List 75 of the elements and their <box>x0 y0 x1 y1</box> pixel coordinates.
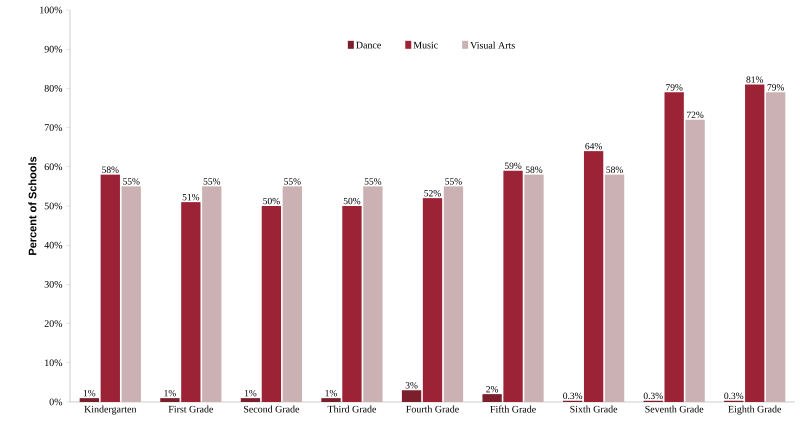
data-label: 50% <box>344 198 360 204</box>
data-label: 2% <box>486 386 498 392</box>
bar <box>240 398 260 402</box>
bar <box>160 398 180 402</box>
x-tick-label: Seventh Grade <box>645 405 704 413</box>
bar <box>282 186 302 402</box>
data-label: 72% <box>687 112 704 118</box>
bar <box>524 174 544 402</box>
x-tick-label: First Grade <box>168 405 214 413</box>
x-tick-label: Second Grade <box>244 405 300 413</box>
legend-label: Dance <box>356 42 381 48</box>
data-label: 1% <box>164 390 176 396</box>
data-label: 64% <box>585 142 602 150</box>
data-label: 55% <box>364 178 382 185</box>
x-tick-label: Sixth Grade <box>570 405 618 413</box>
legend-label: Music <box>414 42 438 48</box>
data-label: 58% <box>102 166 119 173</box>
data-label: 81% <box>746 76 764 83</box>
data-label: 59% <box>504 162 522 170</box>
y-tick-label: 80% <box>44 85 62 92</box>
bar <box>402 390 422 402</box>
bar <box>685 120 705 402</box>
bar <box>262 206 282 402</box>
bar <box>482 394 502 402</box>
bar <box>100 174 120 402</box>
data-label: 55% <box>123 178 140 185</box>
data-label: 50% <box>263 198 280 204</box>
data-label: 55% <box>204 178 220 185</box>
x-tick-label: Eighth Grade <box>728 405 782 415</box>
data-label: 0.3% <box>724 392 744 400</box>
bar <box>444 186 464 402</box>
data-label: 58% <box>526 166 542 173</box>
y-tick-label: 40% <box>44 242 62 249</box>
data-label: 1% <box>326 390 337 396</box>
y-tick-label: 0% <box>50 398 62 406</box>
bar <box>604 174 624 402</box>
data-label: 51% <box>182 194 200 200</box>
bar <box>342 206 362 402</box>
y-tick-label: 90% <box>44 46 62 53</box>
data-label: 1% <box>244 390 256 396</box>
bar <box>766 92 786 402</box>
y-tick-label: 30% <box>44 281 62 288</box>
data-label: 0.3% <box>563 392 582 400</box>
y-tick-label: 100% <box>40 6 62 14</box>
bar <box>503 170 523 402</box>
y-tick-label: 50% <box>44 202 62 210</box>
bar <box>422 198 442 402</box>
data-label: 52% <box>424 190 441 196</box>
data-label: 58% <box>606 166 623 173</box>
bar <box>745 84 764 402</box>
data-label: 55% <box>284 178 301 185</box>
bar <box>202 186 222 402</box>
y-tick-label: 70% <box>44 124 62 131</box>
data-label: 0.3% <box>644 392 663 400</box>
bar <box>664 92 684 402</box>
y-tick-label: 60% <box>44 163 62 170</box>
legend-label: Visual Arts <box>470 42 515 49</box>
x-tick-label: Fifth Grade <box>490 406 536 413</box>
data-label: 79% <box>666 84 683 91</box>
data-label: 3% <box>406 382 418 389</box>
data-label: 79% <box>768 84 784 91</box>
y-axis-title: Percent of Schools <box>28 156 36 255</box>
y-tick-label: 10% <box>45 359 62 366</box>
bar <box>363 186 383 402</box>
bar <box>80 398 100 402</box>
bar <box>181 202 201 402</box>
x-tick-label: Third Grade <box>328 405 376 413</box>
x-tick-label: Fourth Grade <box>406 405 459 413</box>
bar <box>321 398 341 402</box>
y-tick-label: 20% <box>44 320 62 327</box>
bar <box>122 186 141 402</box>
bar <box>584 151 604 402</box>
data-label: 1% <box>84 390 96 396</box>
data-label: 55% <box>445 178 462 185</box>
x-tick-label: Kindergarten <box>84 405 136 415</box>
